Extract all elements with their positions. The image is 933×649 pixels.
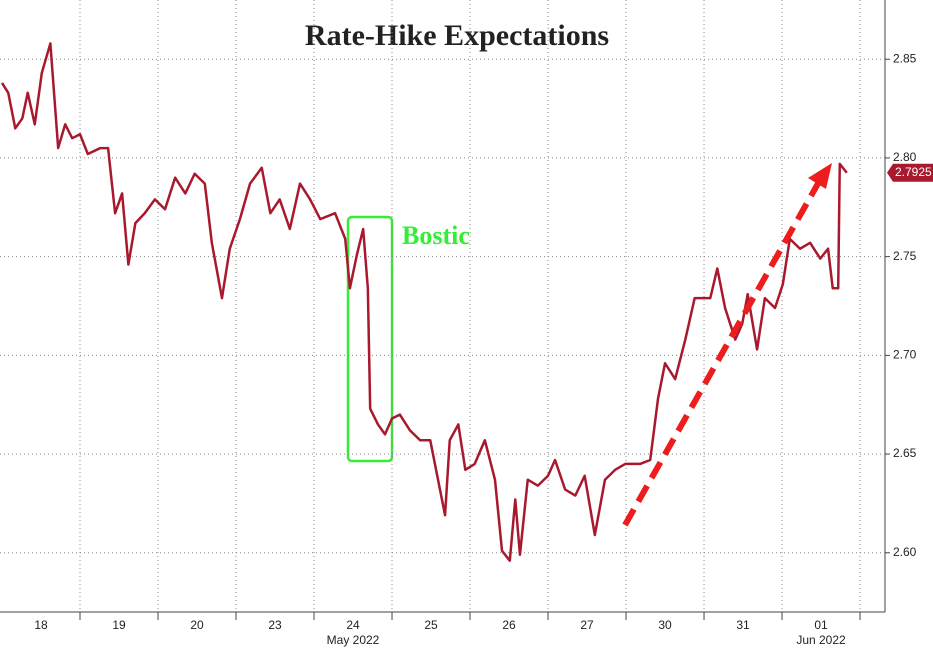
- highlight-box: [346, 215, 394, 463]
- series-line: [0, 42, 848, 562]
- last-value-tag: [887, 163, 933, 182]
- y-tick-label: 2.75: [893, 249, 917, 263]
- x-tick-label: 25: [424, 618, 438, 632]
- month-label: May 2022: [327, 633, 380, 647]
- y-tick-label: 2.65: [893, 446, 917, 460]
- x-tick-label: 19: [112, 618, 126, 632]
- x-tick-label: 01: [814, 618, 828, 632]
- chart-title: Rate-Hike Expectations: [305, 19, 609, 52]
- y-tick-label: 2.80: [893, 150, 917, 164]
- x-tick-label: 23: [268, 618, 282, 632]
- y-tick-label: 2.85: [893, 51, 917, 65]
- x-tick-label: 18: [34, 618, 48, 632]
- y-tick-label: 2.70: [893, 348, 917, 362]
- y-tick-label: 2.60: [893, 545, 917, 559]
- x-tick-label: 31: [736, 618, 750, 632]
- month-label: Jun 2022: [796, 633, 846, 647]
- arrow-head: [808, 163, 832, 189]
- trend-arrow: [622, 178, 823, 527]
- x-tick-label: 27: [580, 618, 594, 632]
- last-value-label: 2.7925: [895, 165, 932, 179]
- annotation: Bostic: [402, 221, 470, 250]
- x-tick-label: 26: [502, 618, 516, 632]
- x-tick-label: 24: [346, 618, 360, 632]
- x-tick-label: 20: [190, 618, 204, 632]
- x-tick-label: 30: [658, 618, 672, 632]
